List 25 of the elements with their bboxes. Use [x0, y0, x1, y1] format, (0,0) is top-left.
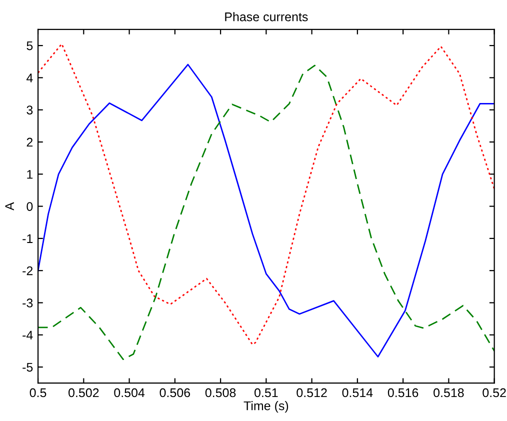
y-tick-label: 4 [26, 74, 33, 82]
x-tick-label: 0.504 [114, 388, 145, 398]
y-tick-label: -1 [22, 234, 33, 243]
x-tick-label: 0.514 [342, 388, 373, 398]
x-tick-label: 0.516 [388, 388, 418, 398]
x-tick-label: 0.51 [254, 388, 278, 398]
x-tick-label: 0.52 [482, 388, 506, 398]
chart-title: Phase currents [225, 12, 308, 22]
x-tick-label: 0.512 [296, 388, 327, 398]
y-tick-label: -3 [22, 298, 33, 308]
y-tick-label: -2 [22, 266, 33, 276]
x-tick-label: 0.506 [160, 388, 190, 398]
y-tick-label: -5 [22, 362, 33, 372]
y-tick-label: 2 [26, 138, 33, 147]
y-axis-title: A [5, 202, 14, 210]
x-axis-title: Time (s) [244, 401, 288, 413]
x-tick-label: 0.5 [30, 388, 46, 398]
y-tick-label: 5 [26, 41, 33, 50]
y-tick-label: 1 [27, 170, 33, 179]
x-tick-label: 0.502 [68, 388, 99, 398]
x-tick-label: 0.508 [205, 388, 236, 398]
x-tick-label: 0.518 [434, 388, 464, 398]
y-tick-label: -4 [22, 330, 33, 340]
y-tick-label: 3 [26, 106, 33, 114]
y-tick-label: 0 [26, 202, 33, 211]
